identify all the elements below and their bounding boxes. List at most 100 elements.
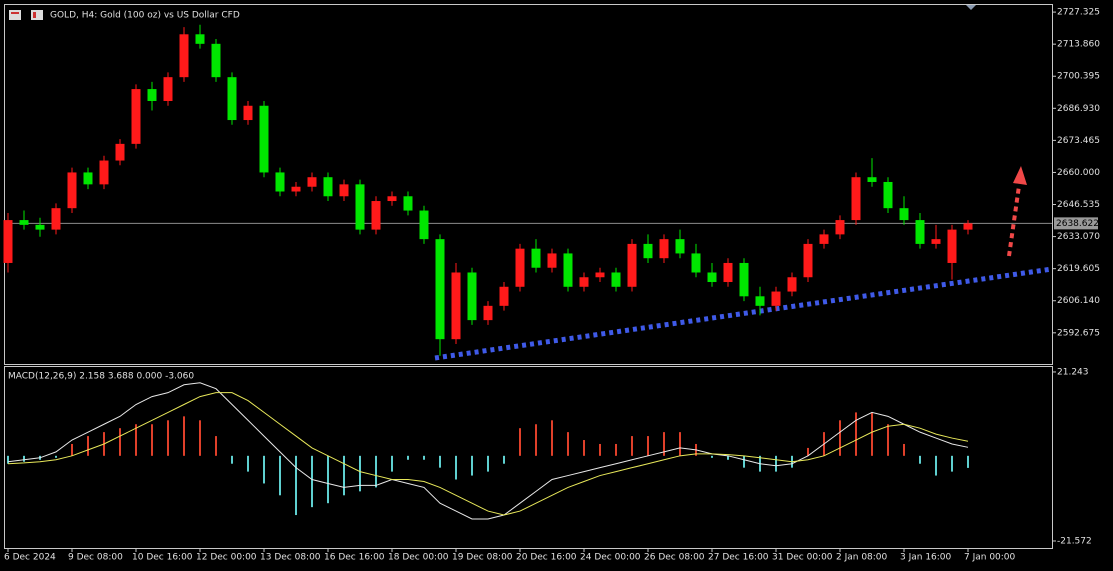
x-tick-label: 6 Dec 2024 xyxy=(4,553,56,563)
x-tick-label: 7 Jan 00:00 xyxy=(964,553,1016,563)
macd-histogram-bar xyxy=(55,455,57,458)
macd-histogram-bar xyxy=(327,455,329,504)
macd-histogram-bar xyxy=(807,447,809,456)
candle-body xyxy=(867,177,877,182)
candle-body xyxy=(371,201,381,230)
macd-histogram-bar xyxy=(135,424,137,456)
x-tick-label: 10 Dec 16:00 xyxy=(132,553,193,563)
symbol-icons xyxy=(9,10,43,20)
macd-histogram-bar xyxy=(583,440,585,456)
x-tick-label: 16 Dec 16:00 xyxy=(324,553,385,563)
macd-histogram-bar xyxy=(343,455,345,496)
candle-body xyxy=(627,243,637,287)
candle-body xyxy=(579,277,589,287)
macd-histogram-bar xyxy=(455,455,457,480)
candle-body xyxy=(739,262,749,297)
candle-body xyxy=(227,77,237,121)
macd-histogram-bar xyxy=(439,455,441,468)
macd-histogram-bar xyxy=(71,443,73,456)
candle-body xyxy=(787,277,797,292)
macd-histogram-bar xyxy=(919,455,921,464)
candle-body xyxy=(499,286,509,306)
candle-body xyxy=(643,243,653,259)
macd-histogram-bar xyxy=(567,432,569,456)
candle-body xyxy=(835,220,845,235)
macd-histogram-bar xyxy=(167,420,169,456)
candle-body xyxy=(115,143,125,161)
macd-histogram-bar xyxy=(359,455,361,492)
macd-histogram-bar xyxy=(503,455,505,464)
candle-body xyxy=(259,105,269,173)
macd-histogram-bar xyxy=(279,455,281,496)
macd-histogram-bar xyxy=(311,455,313,508)
candle-body xyxy=(307,177,317,187)
candle-body xyxy=(723,262,733,283)
candle-body xyxy=(291,186,301,192)
x-tick-label: 13 Dec 08:00 xyxy=(260,553,321,563)
macd-histogram-bar xyxy=(119,428,121,456)
candle-body xyxy=(691,253,701,273)
macd-histogram-bar xyxy=(391,455,393,472)
candle-body xyxy=(323,177,333,197)
macd-histogram-bar xyxy=(87,436,89,456)
y-tick-label: 2646.535 xyxy=(1057,200,1100,210)
y-tick-label: 2619.605 xyxy=(1057,264,1100,274)
x-tick-label: 20 Dec 16:00 xyxy=(516,553,577,563)
x-tick-label: 26 Dec 08:00 xyxy=(644,553,705,563)
candle-body xyxy=(355,184,365,230)
candle-body xyxy=(243,105,253,121)
macd-y-tick-label: 21.243 xyxy=(1057,367,1089,377)
macd-signal-line xyxy=(7,392,969,516)
candle-body xyxy=(275,172,285,192)
macd-histogram-bar xyxy=(215,436,217,456)
y-tick-label: 2606.140 xyxy=(1057,296,1100,306)
macd-histogram-bar xyxy=(423,455,425,460)
macd-histogram-bar xyxy=(631,436,633,456)
candle-body xyxy=(531,248,541,268)
macd-histogram-bar xyxy=(199,420,201,456)
candle-body xyxy=(707,272,717,283)
x-tick-label: 18 Dec 00:00 xyxy=(388,553,449,563)
y-tick-label: 2592.675 xyxy=(1057,328,1100,338)
x-tick-label: 2 Jan 08:00 xyxy=(836,553,888,563)
candle-body xyxy=(963,223,973,230)
candle-body xyxy=(819,234,829,244)
macd-histogram-bar xyxy=(935,455,937,476)
candle-body xyxy=(339,184,349,197)
y-tick-label: 2660.000 xyxy=(1057,168,1100,178)
macd-histogram-bar xyxy=(471,455,473,476)
candle-body xyxy=(19,220,29,225)
candle-body xyxy=(803,243,813,278)
current-price-label: 2638.622 xyxy=(1056,219,1099,229)
macd-histogram-bar xyxy=(839,420,841,456)
candle-body xyxy=(915,220,925,244)
candle-body xyxy=(131,89,141,144)
macd-histogram-bar xyxy=(903,443,905,456)
candle-body xyxy=(947,229,957,263)
macd-histogram-bar xyxy=(679,432,681,456)
macd-histogram-bar xyxy=(247,455,249,472)
candle-body xyxy=(755,296,765,306)
forecast-arrow xyxy=(1007,185,1021,257)
macd-histogram-bar xyxy=(647,436,649,456)
candle-body xyxy=(147,89,157,101)
candle-body xyxy=(83,172,93,185)
candle-body xyxy=(883,181,893,209)
macd-histogram-bar xyxy=(551,420,553,456)
macd-histogram-bar xyxy=(743,455,745,468)
candle-body xyxy=(771,291,781,306)
candle-body xyxy=(163,77,173,101)
candle-body xyxy=(547,253,557,268)
candle-body xyxy=(419,210,429,240)
macd-histogram-bar xyxy=(951,455,953,472)
macd-histogram-bar xyxy=(263,455,265,484)
candle-body xyxy=(451,272,461,340)
candle-body xyxy=(899,208,909,221)
icon xyxy=(9,10,21,20)
macd-histogram-bar xyxy=(727,455,729,460)
candle-body xyxy=(99,160,109,185)
y-tick-label: 2727.325 xyxy=(1057,8,1100,18)
candle-body xyxy=(195,34,205,44)
macd-histogram-bar xyxy=(855,412,857,456)
